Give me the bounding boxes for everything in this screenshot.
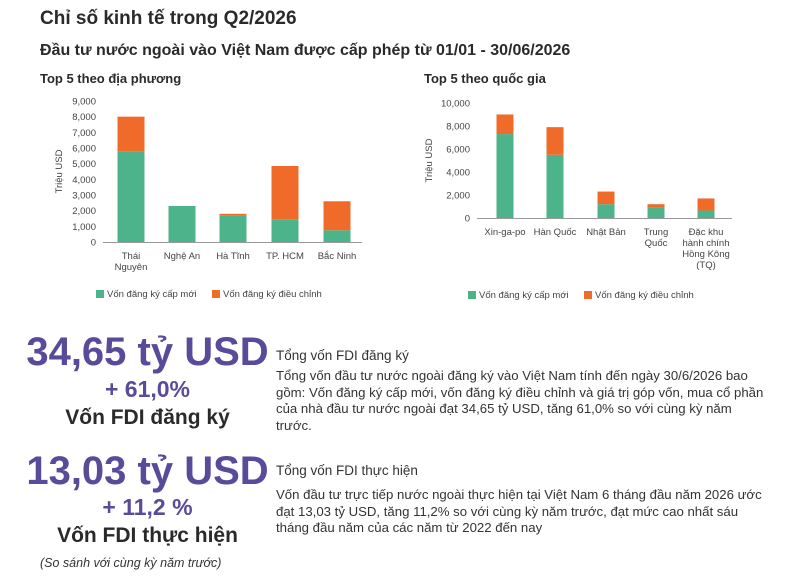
- bar-segment-adjusted: [271, 166, 299, 220]
- bar-segment-new: [117, 151, 145, 242]
- bar-segment-adjusted: [219, 213, 247, 216]
- y-axis-label: Triệu USD: [424, 138, 435, 182]
- x-tick-label: Hồng Kông: [682, 249, 730, 260]
- legend-label: Vốn đăng ký điều chỉnh: [595, 290, 694, 301]
- bar-segment-new: [597, 204, 615, 218]
- x-tick-label: Thái: [122, 251, 140, 262]
- y-tick-label: 10,000: [441, 99, 470, 110]
- y-tick-label: 1,000: [72, 222, 96, 233]
- bar-segment-new: [323, 230, 351, 242]
- x-tick-label: Đặc khu: [689, 227, 724, 238]
- bar-segment-adjusted: [597, 191, 615, 205]
- y-tick-label: 0: [91, 238, 96, 249]
- y-tick-label: 4,000: [72, 175, 96, 186]
- x-tick-label: hành chính: [682, 238, 729, 249]
- x-tick-label: (TQ): [696, 260, 716, 271]
- x-tick-label: Nghệ An: [164, 251, 200, 262]
- chart-provinces: 0 1,000 2,000 3,000 4,000 5,000 6,000 7,000 8,00…: [54, 97, 362, 300]
- comparison-note: (So sánh với cùng kỳ năm trước): [40, 556, 222, 570]
- bar-segment-adjusted: [117, 116, 145, 152]
- y-tick-label: 9,000: [72, 97, 96, 108]
- x-tick-label: Bắc Ninh: [318, 251, 357, 262]
- legend-label: Vốn đăng ký cấp mới: [107, 289, 197, 300]
- x-tick-label: Quốc: [645, 238, 668, 249]
- y-tick-label: 2,000: [446, 191, 470, 202]
- legend-swatch: [96, 290, 104, 298]
- bar-segment-new: [271, 219, 299, 242]
- x-tick-label: Xin-ga-po: [484, 227, 525, 238]
- stat-registered-description: Tổng vốn đầu tư nước ngoài đăng ký vào V…: [276, 368, 764, 433]
- x-tick-label: TP. HCM: [266, 251, 304, 262]
- stat-disbursed-heading: Tổng vốn FDI thực hiện: [276, 463, 418, 478]
- y-tick-label: 6,000: [446, 145, 470, 156]
- page-subtitle: Đầu tư nước ngoài vào Việt Nam được cấp …: [40, 42, 571, 59]
- y-axis-label: Triệu USD: [54, 149, 65, 193]
- legend-swatch: [584, 291, 592, 299]
- bar-segment-new: [496, 134, 514, 218]
- bar-segment-new: [168, 205, 196, 242]
- page-title: Chỉ số kinh tế trong Q2/2026: [40, 8, 297, 29]
- bar-segment-new: [219, 215, 247, 242]
- y-tick-label: 3,000: [72, 191, 96, 202]
- y-tick-label: 7,000: [72, 128, 96, 139]
- bar-segment-adjusted: [323, 201, 351, 231]
- chart-title-countries: Top 5 theo quốc gia: [424, 71, 546, 86]
- chart-countries: 0 2,000 4,000 6,000 8,000 10,000 Triệu USD Xin-…: [424, 99, 732, 301]
- bar-segment-adjusted: [496, 114, 514, 135]
- stat-disbursed-label: Vốn FDI thực hiện: [57, 524, 238, 547]
- x-tick-label: Nguyên: [115, 262, 148, 273]
- stat-disbursed-description: Vốn đầu tư trực tiếp nước ngoài thực hiệ…: [276, 487, 762, 535]
- y-tick-label: 8,000: [72, 112, 96, 123]
- legend-swatch: [212, 290, 220, 298]
- y-tick-label: 2,000: [72, 206, 96, 217]
- bar-segment-adjusted: [546, 127, 564, 155]
- legend-swatch: [468, 291, 476, 299]
- stat-registered-value: 34,65 tỷ USD: [26, 330, 269, 374]
- x-tick-label: Hàn Quốc: [534, 227, 577, 238]
- y-tick-label: 0: [465, 214, 470, 225]
- y-tick-label: 6,000: [72, 144, 96, 155]
- x-tick-label: Trung: [644, 227, 668, 238]
- bar-segment-new: [546, 154, 564, 218]
- stat-disbursed-value: 13,03 tỷ USD: [26, 449, 269, 493]
- stat-registered-change: + 61,0%: [104, 376, 191, 402]
- legend-label: Vốn đăng ký cấp mới: [479, 290, 569, 301]
- stat-registered-heading: Tổng vốn FDI đăng ký: [276, 348, 409, 363]
- chart-title-provinces: Top 5 theo địa phương: [40, 71, 182, 86]
- y-tick-label: 5,000: [72, 159, 96, 170]
- bar-segment-adjusted: [647, 204, 665, 208]
- y-tick-label: 4,000: [446, 168, 470, 179]
- bar-segment-new: [697, 210, 715, 218]
- stat-disbursed-change: + 11,2 %: [102, 494, 193, 520]
- bar-segment-adjusted: [697, 198, 715, 211]
- y-tick-label: 8,000: [446, 122, 470, 133]
- bar-segment-new: [647, 207, 665, 218]
- stat-registered-label: Vốn FDI đăng ký: [65, 406, 230, 429]
- legend-label: Vốn đăng ký điều chỉnh: [223, 289, 322, 300]
- x-tick-label: Hà Tĩnh: [216, 251, 250, 262]
- x-tick-label: Nhật Bản: [586, 227, 626, 238]
